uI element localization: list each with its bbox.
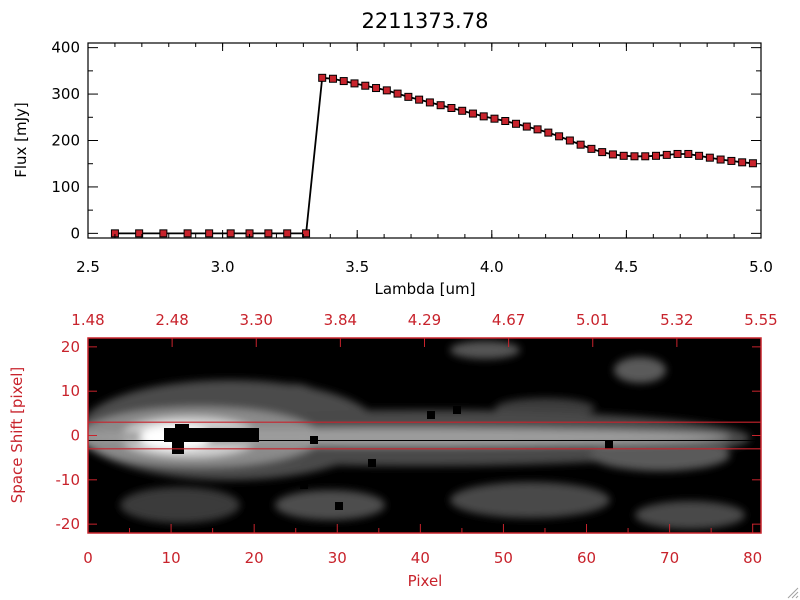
image-x-tick-label: 30: [328, 549, 347, 567]
spectrum-point: [501, 117, 510, 125]
spectrum-y-tick-label: 0: [70, 224, 80, 242]
image-plot-frame: [87, 337, 762, 534]
spectrum-point: [695, 151, 704, 160]
spectrum-point: [748, 159, 757, 168]
spectrum-point: [458, 106, 467, 115]
spectrum-ticks: 2.5 3.0 3.5 4.0 4.5 5.0 0 100 200 300 400: [51, 39, 773, 276]
spectrum-point: [302, 229, 311, 238]
spectrum-point: [576, 140, 585, 149]
spectrum-point: [479, 112, 488, 121]
spectrum-point: [350, 79, 359, 88]
spectrum-point: [183, 229, 192, 238]
spectrum-point: [404, 92, 413, 101]
spectrum-y-tick-label: 300: [51, 85, 80, 103]
spectrum-point: [393, 89, 402, 98]
image-top-tick-label: 1.48: [71, 311, 104, 329]
image-top-tick-label: 4.29: [408, 311, 441, 329]
spectrum-x-tick-label: 4.0: [480, 258, 504, 276]
spectrum-point: [283, 229, 292, 238]
spectrum-point: [533, 125, 542, 134]
spectrum-point: [205, 229, 214, 238]
image-x-axis-label: Pixel: [408, 572, 443, 590]
image-y-tick-label: -10: [56, 471, 81, 489]
spectrum-x-tick-label: 2.5: [76, 258, 100, 276]
image-top-tick-label: 3.30: [240, 311, 273, 329]
spectrum-point: [447, 104, 456, 112]
image-top-tick-label: 4.67: [492, 311, 525, 329]
spectral-image: [88, 338, 761, 533]
image-x-tick-label: 40: [411, 549, 430, 567]
spectrum-x-tick-label: 3.5: [345, 258, 369, 276]
image-y-tick-label: 0: [70, 427, 80, 445]
image-top-tick-label: 2.48: [155, 311, 188, 329]
image-top-tick-label: 5.55: [744, 311, 777, 329]
spectrum-point: [318, 73, 327, 82]
spectrum-point: [522, 122, 531, 131]
spectrum-point: [159, 229, 168, 238]
spectrum-point: [382, 86, 391, 95]
image-x-tick-label: 80: [743, 549, 762, 567]
image-y-tick-label: 20: [61, 338, 80, 356]
spectrum-point: [135, 229, 144, 238]
spectrum-point: [372, 84, 381, 93]
image-x-tick-label: 0: [83, 549, 93, 567]
spectrum-y-tick-label: 400: [51, 39, 80, 57]
spectrum-point: [587, 144, 596, 153]
spectrum-panel: 2211373.78 2.5 3.0 3.5 4.0 4.5 5.0 0 100 200 300 4…: [12, 9, 773, 298]
image-x-tick-label: 60: [577, 549, 596, 567]
image-top-tick-label: 5.32: [660, 311, 693, 329]
spectrum-series: [110, 73, 757, 238]
spectrum-point: [565, 136, 574, 145]
spectrum-x-tick-label: 3.0: [211, 258, 235, 276]
spectrum-point: [727, 156, 736, 165]
spectrum-point: [608, 150, 617, 159]
spectrum-point: [264, 229, 273, 238]
spectrum-point: [425, 98, 434, 107]
spectrum-point: [630, 152, 639, 161]
spectral-image-panel: 0 10 20 30 40 50 60 70 80 1.48 2.48 3.30 3.84 4.29 4.6…: [8, 311, 778, 590]
spectrum-y-tick-label: 200: [51, 132, 80, 150]
image-x-tick-label: 50: [494, 549, 513, 567]
spectrum-point: [339, 77, 348, 86]
spectrum-point: [468, 109, 477, 118]
spectrum-point: [684, 149, 693, 158]
image-top-tick-label: 3.84: [324, 311, 357, 329]
spectrum-point: [705, 153, 714, 162]
spectrum-point: [662, 150, 671, 159]
spectrum-plot-frame: [87, 42, 762, 239]
spectrum-point: [436, 101, 445, 110]
spectrum-point: [226, 229, 235, 238]
resize-grip-icon[interactable]: [787, 587, 799, 599]
spectrum-point: [544, 128, 553, 137]
spectrum-point: [641, 152, 650, 161]
spectrum-point: [738, 158, 747, 167]
spectrum-point: [415, 95, 424, 104]
spectrum-y-tick-label: 100: [51, 178, 80, 196]
image-y-tick-label: -20: [56, 515, 81, 533]
spectrum-y-axis-label: Flux [mJy]: [12, 102, 30, 178]
chart-title: 2211373.78: [362, 9, 489, 33]
spectrum-point: [673, 149, 682, 158]
image-x-tick-label: 10: [162, 549, 181, 567]
image-y-tick-label: 10: [61, 382, 80, 400]
spectrum-point: [361, 81, 370, 90]
image-x-tick-label: 70: [660, 549, 679, 567]
image-top-tick-label: 5.01: [576, 311, 609, 329]
spectrum-point: [619, 151, 628, 160]
spectrum-x-axis-label: Lambda [um]: [375, 280, 476, 298]
image-x-tick-label: 20: [245, 549, 264, 567]
spectrum-x-tick-label: 4.5: [614, 258, 638, 276]
spectrum-point: [652, 151, 661, 160]
spectrum-x-tick-label: 5.0: [749, 258, 773, 276]
spectrum-point: [490, 114, 499, 123]
spectrum-point: [512, 119, 521, 128]
spectrum-point: [598, 148, 607, 157]
spectrum-point: [555, 132, 564, 141]
spectrum-point: [328, 74, 337, 83]
spectrum-point: [716, 155, 725, 164]
extraction-window-lines: [88, 421, 761, 450]
image-y-axis-label: Space Shift [pixel]: [8, 367, 26, 504]
